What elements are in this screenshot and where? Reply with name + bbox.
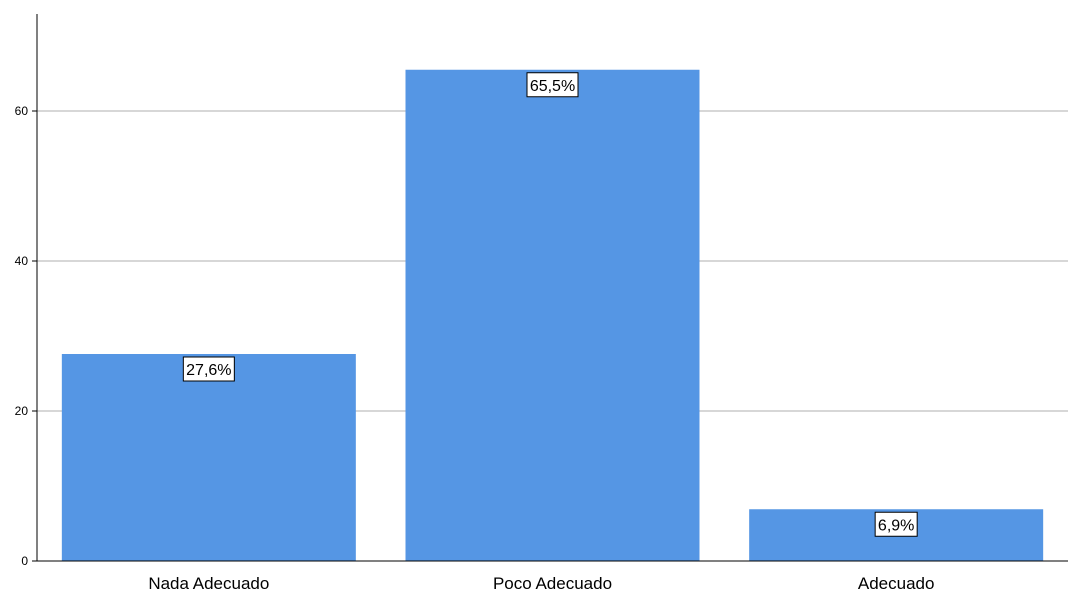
data-label-box bbox=[874, 511, 918, 537]
y-tick-label: 0 bbox=[21, 554, 28, 568]
data-labels: 27,6% 65,5% 6,9% bbox=[182, 72, 918, 537]
y-tick-label: 20 bbox=[15, 404, 29, 418]
y-tick-label: 60 bbox=[15, 104, 29, 118]
bar-nada-adecuado bbox=[61, 354, 356, 561]
data-label-box bbox=[182, 356, 235, 382]
data-label-box bbox=[526, 72, 579, 98]
data-label: 6,9% bbox=[878, 517, 914, 534]
x-category-label: Nada Adecuado bbox=[148, 574, 269, 593]
y-axis-ticks: 0 20 40 60 bbox=[15, 104, 37, 568]
y-tick-label: 40 bbox=[15, 254, 29, 268]
data-label: 65,5% bbox=[530, 78, 575, 95]
x-category-label: Poco Adecuado bbox=[493, 574, 612, 593]
x-axis-categories: Nada Adecuado Poco Adecuado Adecuado bbox=[148, 574, 934, 593]
bars bbox=[61, 69, 1044, 561]
bar-poco-adecuado bbox=[405, 69, 700, 561]
x-category-label: Adecuado bbox=[858, 574, 935, 593]
data-label: 27,6% bbox=[186, 362, 231, 379]
